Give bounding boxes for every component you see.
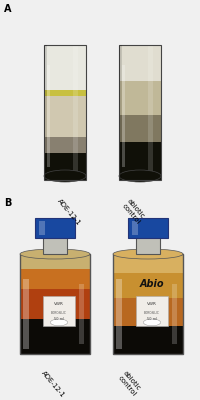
Bar <box>39 221 45 235</box>
Bar <box>148 45 153 82</box>
Bar <box>73 137 78 153</box>
Ellipse shape <box>50 319 67 326</box>
Bar <box>118 82 160 115</box>
Bar <box>148 115 153 142</box>
Text: abiotic
control: abiotic control <box>120 198 145 225</box>
Text: BOROSILIC: BOROSILIC <box>51 310 67 314</box>
Text: B: B <box>4 198 11 208</box>
Bar <box>112 298 182 326</box>
Text: VWR: VWR <box>54 302 64 306</box>
Ellipse shape <box>112 249 182 259</box>
Bar <box>112 254 182 354</box>
Bar <box>73 90 78 96</box>
Ellipse shape <box>118 170 160 182</box>
Bar <box>148 82 153 115</box>
Bar <box>118 45 160 180</box>
Text: A: A <box>4 4 11 14</box>
Bar <box>44 96 86 137</box>
Text: abiotic
control: abiotic control <box>116 370 141 397</box>
Bar <box>73 45 78 90</box>
Bar <box>20 289 90 319</box>
Bar <box>148 142 153 180</box>
Bar <box>20 319 90 354</box>
Text: BOROSILIC: BOROSILIC <box>143 310 159 314</box>
Bar <box>44 45 86 180</box>
Bar <box>172 284 176 344</box>
Ellipse shape <box>44 170 86 182</box>
Bar <box>135 236 159 254</box>
Bar <box>118 142 160 180</box>
Bar <box>47 65 50 166</box>
Bar <box>44 45 46 180</box>
Bar <box>132 221 138 235</box>
Bar <box>44 137 86 153</box>
Text: VWR: VWR <box>146 302 156 306</box>
Bar <box>35 218 74 238</box>
Ellipse shape <box>20 249 90 259</box>
Ellipse shape <box>143 319 160 326</box>
Bar <box>112 254 182 273</box>
Bar <box>20 269 90 289</box>
Bar <box>112 326 182 354</box>
Text: ADE-12-1: ADE-12-1 <box>56 198 82 227</box>
Bar <box>73 153 78 180</box>
Bar <box>136 296 167 326</box>
Bar <box>44 45 86 90</box>
Bar <box>44 153 86 180</box>
Bar <box>44 90 86 96</box>
Bar <box>79 284 83 344</box>
Bar <box>23 279 29 349</box>
Bar <box>118 115 160 142</box>
Text: ADE-12-1: ADE-12-1 <box>40 370 66 399</box>
Bar <box>128 218 167 238</box>
Bar <box>20 254 90 354</box>
Text: 50 ml: 50 ml <box>54 316 64 320</box>
Bar <box>20 254 90 269</box>
Bar <box>122 65 124 166</box>
Text: Abio: Abio <box>139 279 164 289</box>
Bar <box>116 279 121 349</box>
Bar <box>112 273 182 298</box>
Bar <box>118 45 160 82</box>
Bar <box>43 296 74 326</box>
Bar <box>118 45 121 180</box>
Text: 50 ml: 50 ml <box>146 316 156 320</box>
Bar <box>43 236 67 254</box>
Bar <box>73 96 78 137</box>
